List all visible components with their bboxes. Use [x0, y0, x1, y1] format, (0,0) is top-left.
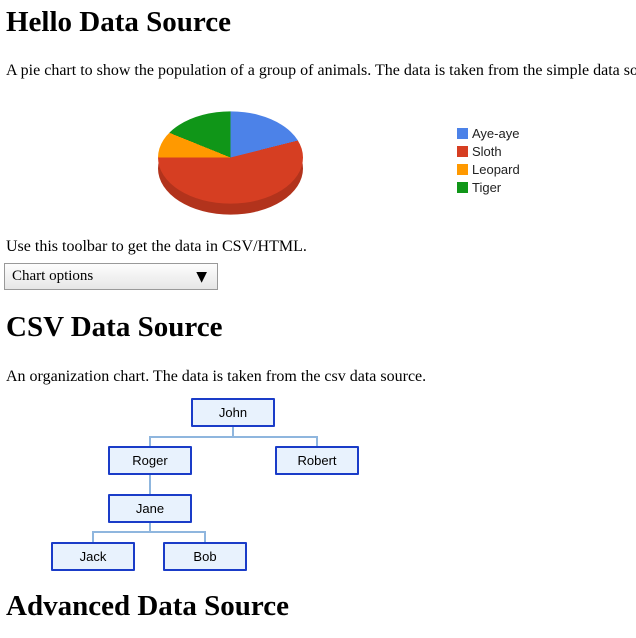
legend-swatch-icon: [457, 146, 468, 157]
legend-swatch-icon: [457, 164, 468, 175]
org-node-jack[interactable]: Jack: [51, 542, 135, 571]
legend-swatch-icon: [457, 182, 468, 193]
org-connector: [149, 436, 151, 446]
legend-item-aye-aye: Aye-aye: [457, 126, 520, 141]
legend-item-leopard: Leopard: [457, 162, 520, 177]
org-connector: [92, 531, 94, 542]
org-connector: [149, 475, 151, 494]
org-connector: [149, 436, 318, 438]
csv-section-title: CSV Data Source: [6, 311, 223, 343]
advanced-section-title: Advanced Data Source: [6, 590, 290, 622]
legend-label: Sloth: [472, 144, 502, 159]
org-node-bob[interactable]: Bob: [163, 542, 247, 571]
org-connector: [316, 436, 318, 446]
pie-top[interactable]: [158, 111, 303, 204]
hello-section-title: Hello Data Source: [6, 6, 231, 38]
chart-options-dropdown[interactable]: Chart options ▼: [4, 263, 218, 290]
org-node-robert[interactable]: Robert: [275, 446, 359, 475]
legend-item-tiger: Tiger: [457, 180, 520, 195]
org-connector: [204, 531, 206, 542]
legend-swatch-icon: [457, 128, 468, 139]
legend-label: Tiger: [472, 180, 502, 195]
legend-item-sloth: Sloth: [457, 144, 520, 159]
legend-label: Aye-aye: [472, 126, 520, 141]
org-connector: [232, 427, 234, 438]
pie-legend: Aye-aye Sloth Leopard Tiger: [457, 126, 520, 200]
org-connector: [92, 531, 206, 533]
org-node-john[interactable]: John: [191, 398, 275, 427]
dropdown-arrow-icon: ▼: [196, 268, 207, 285]
org-node-roger[interactable]: Roger: [108, 446, 192, 475]
org-node-jane[interactable]: Jane: [108, 494, 192, 523]
legend-label: Leopard: [472, 162, 520, 177]
hello-description: A pie chart to show the population of a …: [6, 62, 636, 79]
chart-options-label: Chart options: [12, 268, 94, 284]
csv-description: An organization chart. The data is taken…: [6, 368, 427, 385]
toolbar-hint: Use this toolbar to get the data in CSV/…: [6, 238, 307, 255]
org-connector: [149, 523, 151, 533]
